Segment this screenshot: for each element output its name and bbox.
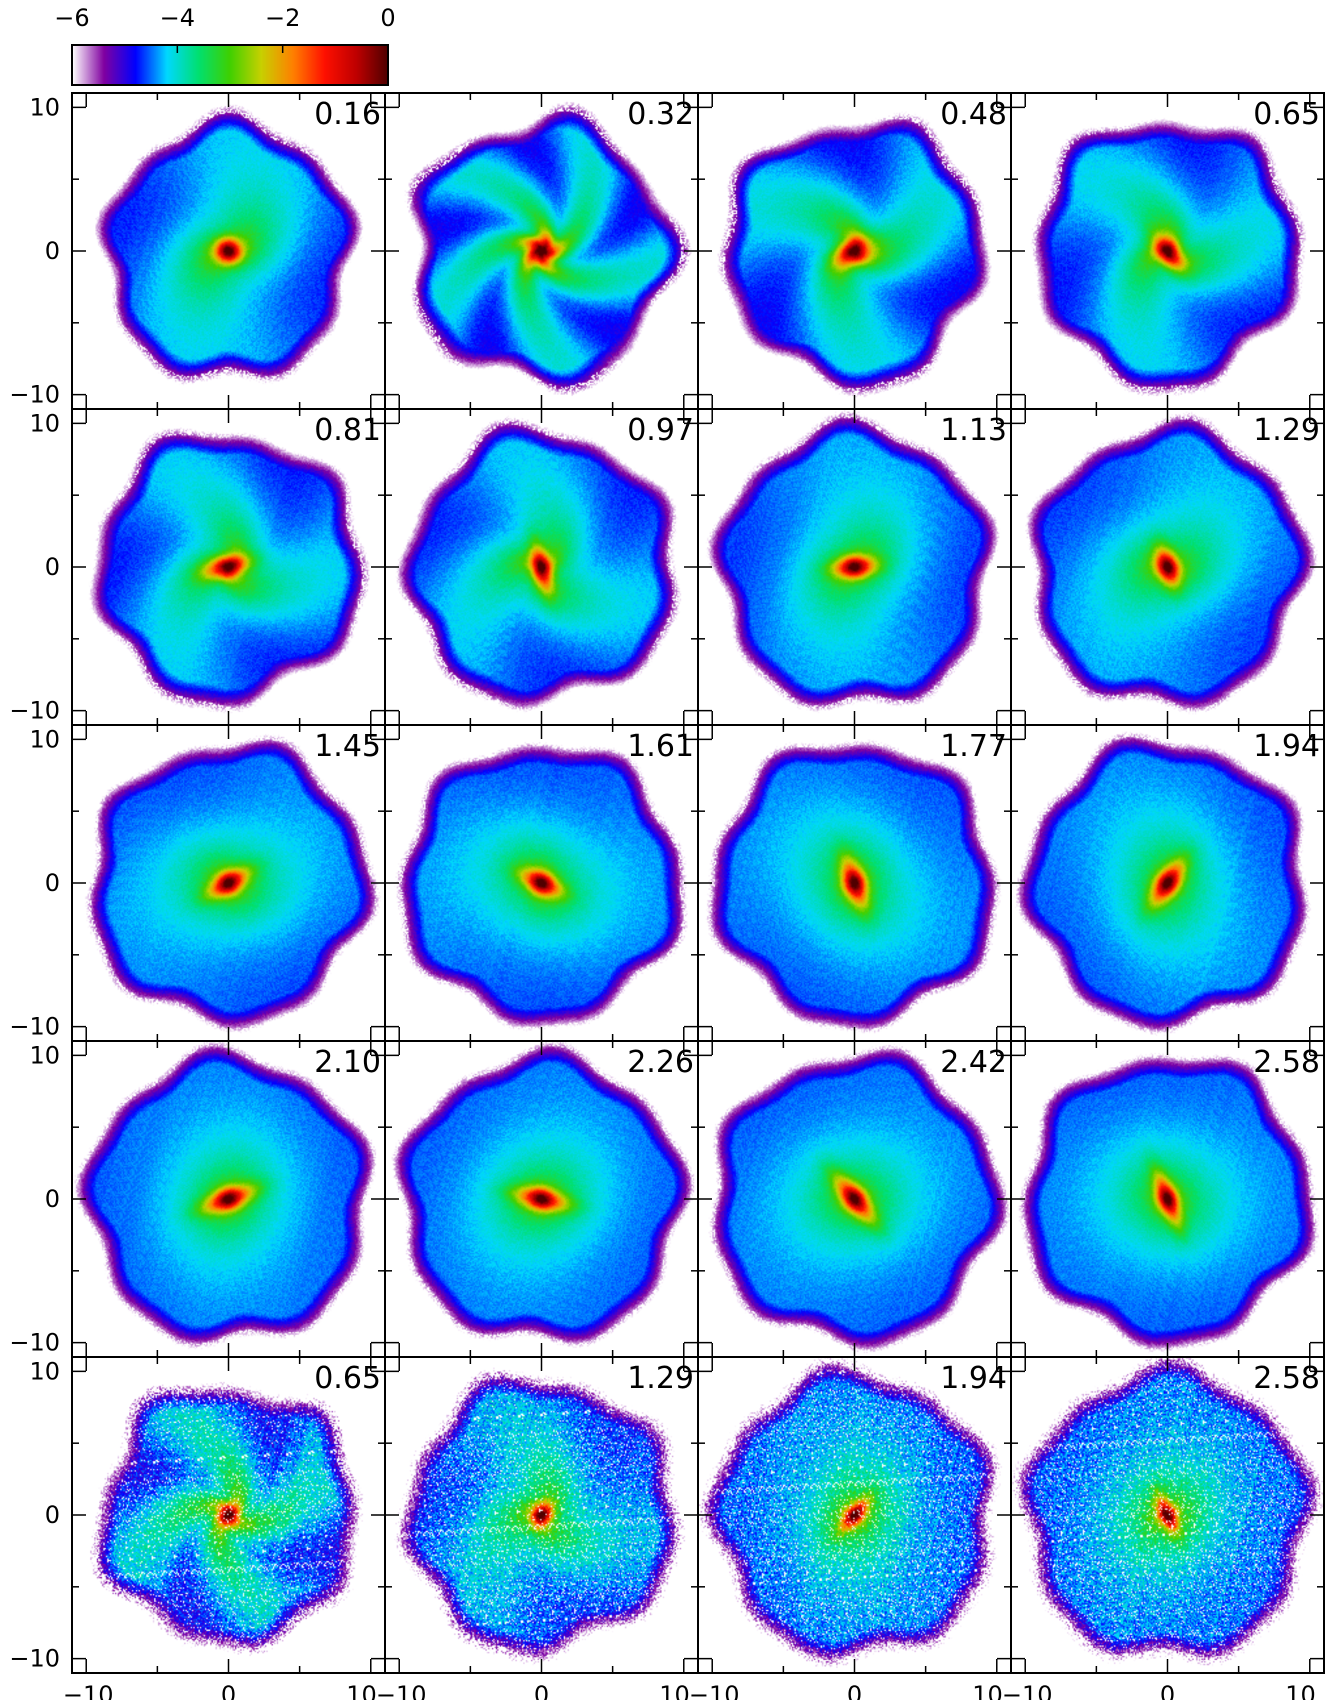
time-label: 1.29 — [1253, 413, 1320, 448]
x-tick-label: 10 — [346, 1681, 377, 1700]
galaxy-panel: 1.77 — [697, 724, 1012, 1042]
density-map — [72, 1357, 385, 1673]
density-map — [698, 409, 1011, 725]
density-map — [698, 1357, 1011, 1673]
galaxy-panel: 0.48 — [697, 92, 1012, 410]
x-tick-label: −10 — [689, 1681, 740, 1700]
galaxy-panel: 1.29 −10 0 10 — [376, 1356, 699, 1700]
density-map — [72, 93, 385, 409]
galaxy-panel: 0.65 10 0 −10−10 0 10 — [9, 1356, 386, 1700]
time-label: 0.48 — [940, 97, 1007, 132]
density-map — [385, 93, 698, 409]
time-label: 1.13 — [940, 413, 1007, 448]
x-tick-label: 0 — [1160, 1681, 1175, 1700]
density-map — [698, 93, 1011, 409]
galaxy-panel: 0.81 10 0 −10 — [9, 408, 386, 726]
galaxy-panel: 1.13 — [697, 408, 1012, 726]
time-label: 1.77 — [940, 729, 1007, 764]
y-tick-label: −10 — [9, 1329, 60, 1357]
colorbar-tick-label: −2 — [265, 4, 300, 32]
y-tick-label: 10 — [29, 93, 60, 121]
time-label: 2.26 — [627, 1045, 694, 1080]
x-tick-label: 10 — [1285, 1681, 1316, 1700]
galaxy-panel: 0.65 — [1010, 92, 1325, 410]
density-map — [698, 725, 1011, 1041]
galaxy-panel: 1.61 — [384, 724, 699, 1042]
time-label: 2.58 — [1253, 1361, 1320, 1396]
galaxy-panel: 0.32 — [384, 92, 699, 410]
colorbar-tick-label: −4 — [160, 4, 195, 32]
x-tick-label: −10 — [376, 1681, 427, 1700]
density-map — [1011, 1357, 1324, 1673]
x-tick-label: 0 — [847, 1681, 862, 1700]
galaxy-panel: 0.97 — [384, 408, 699, 726]
time-label: 0.97 — [627, 413, 694, 448]
galaxy-panel: 2.58 — [1010, 1040, 1325, 1358]
colorbar-frame — [71, 44, 389, 86]
galaxy-panel: 2.42 — [697, 1040, 1012, 1358]
density-map — [385, 725, 698, 1041]
time-label: 0.81 — [314, 413, 381, 448]
galaxy-panel: 1.45 10 0 −10 — [9, 724, 386, 1042]
colorbar-tick-label: 0 — [380, 4, 395, 32]
density-map — [1011, 409, 1324, 725]
y-tick-label: 10 — [29, 1357, 60, 1385]
x-tick-label: 10 — [972, 1681, 1003, 1700]
galaxy-panel: 1.94 — [1010, 724, 1325, 1042]
galaxy-panel: 1.29 — [1010, 408, 1325, 726]
x-tick-label: −10 — [1002, 1681, 1053, 1700]
x-tick-label: 0 — [534, 1681, 549, 1700]
galaxy-panel: 0.16 10 0 −10 — [9, 92, 386, 410]
colorbar-gradient — [72, 45, 388, 85]
density-map — [1011, 1041, 1324, 1357]
galaxy-panel: 2.26 — [384, 1040, 699, 1358]
density-map — [385, 1041, 698, 1357]
y-tick-label: 10 — [29, 725, 60, 753]
time-label: 0.65 — [1253, 97, 1320, 132]
time-label: 2.58 — [1253, 1045, 1320, 1080]
colorbar-tick-label: −6 — [54, 4, 89, 32]
density-map — [72, 1041, 385, 1357]
density-map — [72, 725, 385, 1041]
time-label: 0.16 — [314, 97, 381, 132]
density-map — [698, 1041, 1011, 1357]
time-label: 0.32 — [627, 97, 694, 132]
time-label: 1.61 — [627, 729, 694, 764]
galaxy-panel: 1.94 −10 0 10 — [689, 1356, 1012, 1700]
time-label: 2.42 — [940, 1045, 1007, 1080]
y-tick-label: 0 — [45, 869, 60, 897]
x-tick-label: −10 — [63, 1681, 114, 1700]
y-tick-label: 0 — [45, 1185, 60, 1213]
x-tick-label: 10 — [659, 1681, 690, 1700]
galaxy-panel: 2.10 10 0 −10 — [9, 1040, 386, 1358]
x-tick-label: 0 — [221, 1681, 236, 1700]
density-map — [72, 409, 385, 725]
density-map — [385, 409, 698, 725]
panel-grid: 0.16 10 0 −10 0.32 0.48 0.65 0.81 10 0 −10 0.97 1.13… — [9, 92, 1325, 1700]
time-label: 1.94 — [1253, 729, 1320, 764]
y-tick-label: 0 — [45, 1501, 60, 1529]
density-map — [385, 1357, 698, 1673]
y-tick-label: −10 — [9, 1645, 60, 1673]
density-map — [1011, 93, 1324, 409]
time-label: 1.45 — [314, 729, 381, 764]
time-label: 1.29 — [627, 1361, 694, 1396]
y-tick-label: 10 — [29, 1041, 60, 1069]
time-label: 2.10 — [314, 1045, 381, 1080]
y-tick-label: 0 — [45, 553, 60, 581]
y-tick-label: −10 — [9, 1013, 60, 1041]
y-tick-label: −10 — [9, 381, 60, 409]
galaxy-panel: 2.58 −10 0 10 — [1002, 1356, 1325, 1700]
y-tick-label: −10 — [9, 697, 60, 725]
colorbar: −6 −4 −2 0 — [54, 4, 396, 86]
density-map — [1011, 725, 1324, 1041]
time-label: 1.94 — [940, 1361, 1007, 1396]
y-tick-label: 10 — [29, 409, 60, 437]
y-tick-label: 0 — [45, 237, 60, 265]
time-label: 0.65 — [314, 1361, 381, 1396]
